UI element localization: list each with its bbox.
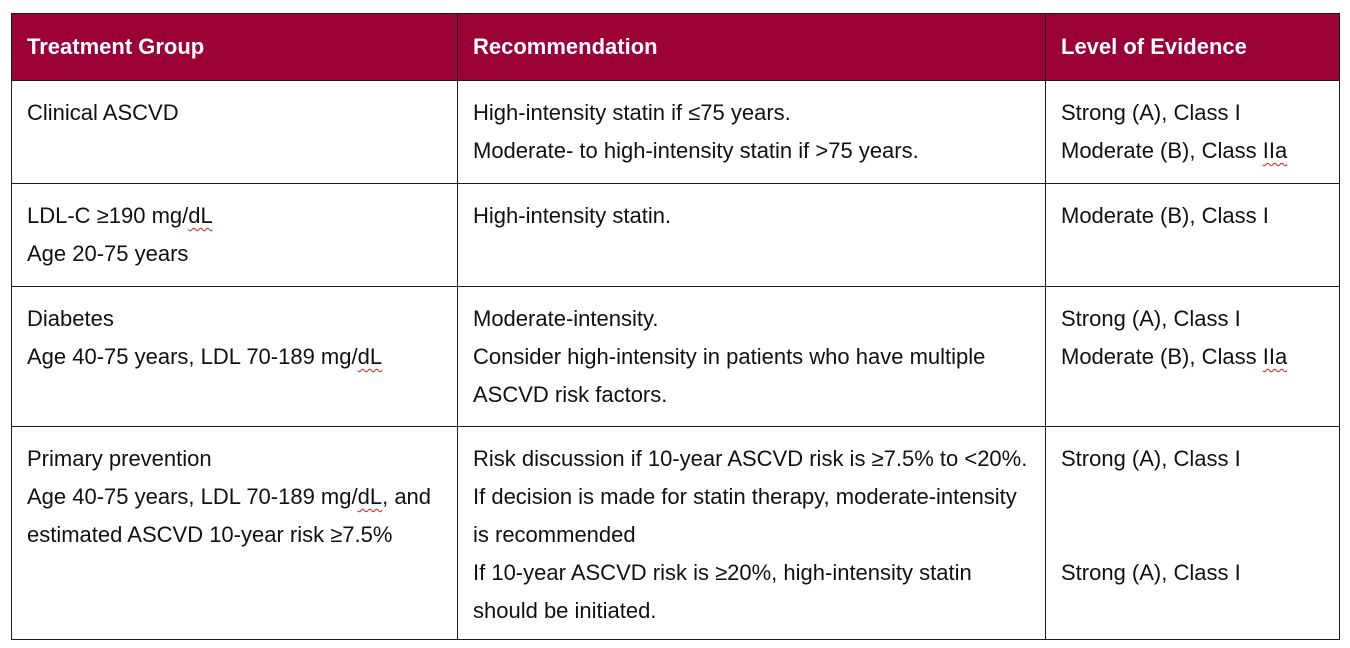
table-row: Primary prevention Age 40-75 years, LDL … <box>11 426 1340 640</box>
header-level-of-evidence: Level of Evidence <box>1045 13 1340 81</box>
evidence-spacer <box>1061 516 1324 554</box>
evidence-cell: Strong (A), Class I Strong (A), Class I <box>1045 426 1340 640</box>
group-name: Diabetes <box>27 306 114 331</box>
evidence-text: Strong (A), Class I <box>1061 100 1241 125</box>
group-criteria: LDL-C ≥190 mg/dL <box>27 203 213 228</box>
recommendation-cell: High-intensity statin. <box>457 183 1046 287</box>
evidence-text: Moderate (B), Class IIa <box>1061 138 1288 163</box>
evidence-text: Strong (A), Class I <box>1061 306 1241 331</box>
treatment-group-cell: Diabetes Age 40-75 years, LDL 70-189 mg/… <box>11 286 458 427</box>
recommendation-text: Moderate-intensity. <box>473 306 659 331</box>
evidence-text: Moderate (B), Class IIa <box>1061 344 1288 369</box>
table-row: Diabetes Age 40-75 years, LDL 70-189 mg/… <box>11 286 1340 427</box>
evidence-text: Strong (A), Class I <box>1061 560 1241 585</box>
recommendation-text: High-intensity statin if ≤75 years. <box>473 100 791 125</box>
evidence-spacer <box>1061 478 1324 516</box>
group-name: Clinical ASCVD <box>27 100 179 125</box>
table-row: LDL-C ≥190 mg/dL Age 20-75 years High-in… <box>11 183 1340 287</box>
header-recommendation: Recommendation <box>457 13 1046 81</box>
header-treatment-group: Treatment Group <box>11 13 458 81</box>
recommendation-text: Moderate- to high-intensity statin if >7… <box>473 138 919 163</box>
table-row: Clinical ASCVD High-intensity statin if … <box>11 80 1340 184</box>
recommendation-text: Risk discussion if 10-year ASCVD risk is… <box>473 446 1028 547</box>
group-name: Primary prevention <box>27 446 212 471</box>
treatment-group-cell: LDL-C ≥190 mg/dL Age 20-75 years <box>11 183 458 287</box>
treatment-group-cell: Clinical ASCVD <box>11 80 458 184</box>
evidence-text: Moderate (B), Class I <box>1061 203 1269 228</box>
evidence-cell: Strong (A), Class I Moderate (B), Class … <box>1045 80 1340 184</box>
recommendation-cell: Moderate-intensity. Consider high-intens… <box>457 286 1046 427</box>
group-criteria: Age 40-75 years, LDL 70-189 mg/dL, and e… <box>27 484 432 547</box>
group-criteria: Age 20-75 years <box>27 241 189 266</box>
table-body: Clinical ASCVD High-intensity statin if … <box>11 80 1340 640</box>
recommendation-text: High-intensity statin. <box>473 203 672 228</box>
recommendation-text: If 10-year ASCVD risk is ≥20%, high-inte… <box>473 560 972 623</box>
evidence-cell: Strong (A), Class I Moderate (B), Class … <box>1045 286 1340 427</box>
recommendation-text: Consider high-intensity in patients who … <box>473 344 986 407</box>
evidence-text: Strong (A), Class I <box>1061 446 1241 471</box>
treatment-group-cell: Primary prevention Age 40-75 years, LDL … <box>11 426 458 640</box>
evidence-cell: Moderate (B), Class I <box>1045 183 1340 287</box>
recommendation-cell: High-intensity statin if ≤75 years. Mode… <box>457 80 1046 184</box>
table-header: Treatment Group Recommendation Level of … <box>11 13 1340 81</box>
statin-recommendation-table: Treatment Group Recommendation Level of … <box>11 13 1340 640</box>
recommendation-cell: Risk discussion if 10-year ASCVD risk is… <box>457 426 1046 640</box>
header-row: Treatment Group Recommendation Level of … <box>11 13 1340 81</box>
group-criteria: Age 40-75 years, LDL 70-189 mg/dL <box>27 344 383 369</box>
